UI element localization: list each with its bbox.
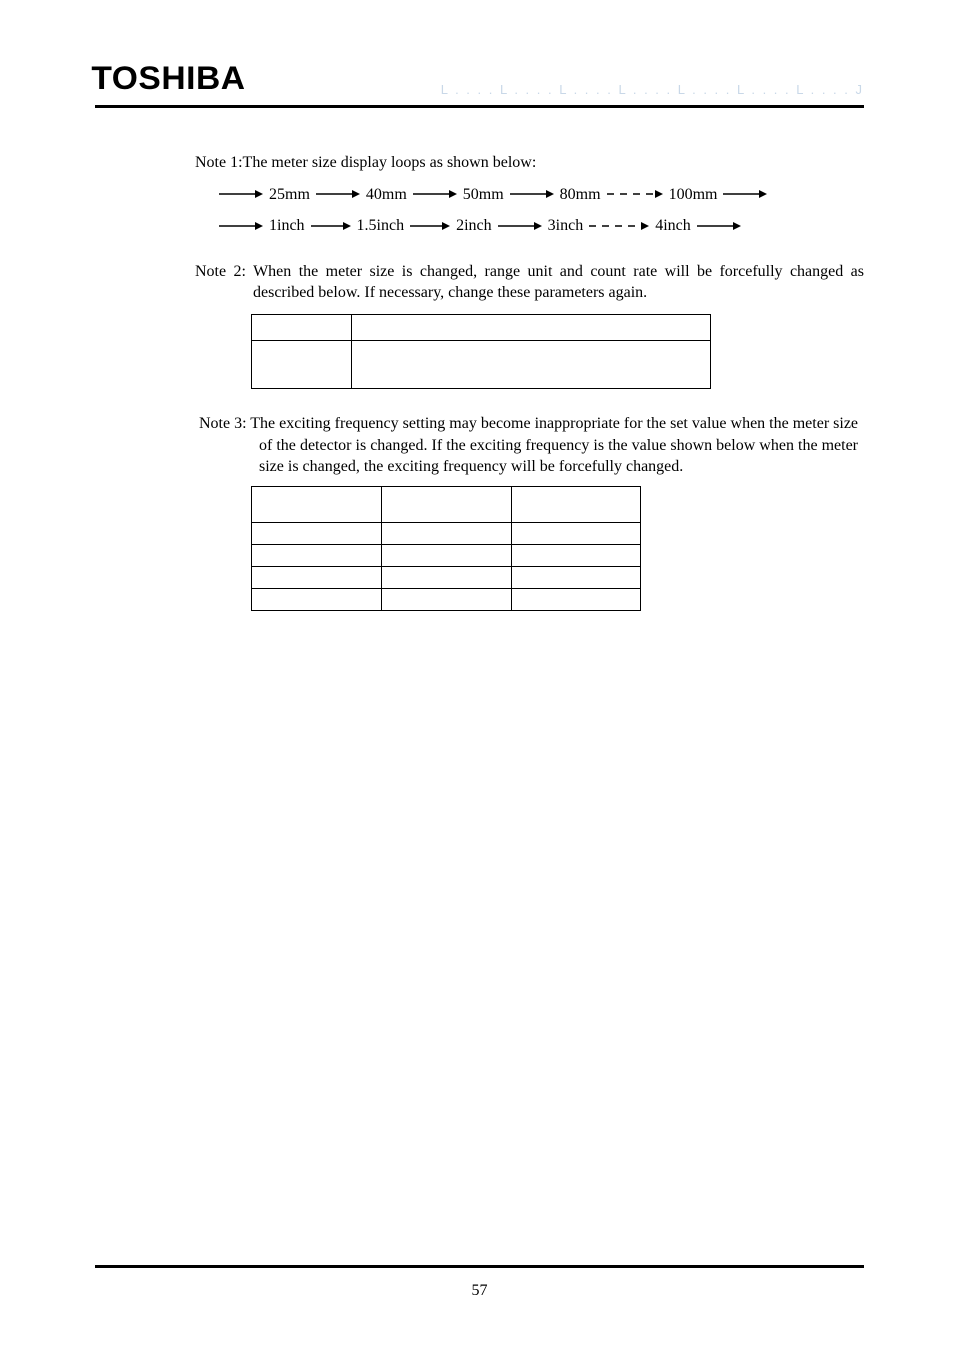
table-row <box>252 340 711 388</box>
arrow-solid-icon <box>697 219 741 233</box>
page-number: 57 <box>95 1282 864 1300</box>
loop-item: 1inch <box>269 215 305 237</box>
table-cell <box>382 588 512 610</box>
table-cell <box>512 588 641 610</box>
note-1-text: Note 1:The meter size display loops as s… <box>195 152 864 174</box>
table-cell <box>512 544 641 566</box>
table-cell <box>252 544 382 566</box>
footer-rule <box>95 1265 864 1268</box>
note-3-table <box>251 486 641 611</box>
loop-item: 40mm <box>366 184 407 206</box>
arrow-solid-icon <box>510 187 554 201</box>
loop-item: 50mm <box>463 184 504 206</box>
table-cell <box>512 566 641 588</box>
table-cell <box>252 486 382 522</box>
table-cell <box>512 486 641 522</box>
loop-item: 4inch <box>655 215 691 237</box>
brand-logo: TOSHIBA <box>91 60 245 97</box>
table-cell <box>352 340 711 388</box>
arrow-solid-icon <box>413 187 457 201</box>
arrow-solid-icon <box>311 219 351 233</box>
header-ghost-text: L . . . . L . . . . L . . . . L . . . . … <box>441 82 864 97</box>
table-cell <box>252 566 382 588</box>
table-row <box>252 522 641 544</box>
loop-row-mm: 25mm 40mm 50mm 80mm 100mm <box>219 184 864 206</box>
content-area: Note 1:The meter size display loops as s… <box>95 108 864 611</box>
arrow-solid-icon <box>410 219 450 233</box>
table-cell <box>512 522 641 544</box>
note-1: Note 1:The meter size display loops as s… <box>195 152 864 237</box>
table-cell <box>252 340 352 388</box>
note-2-table <box>251 314 711 389</box>
arrow-solid-icon <box>219 187 263 201</box>
note-3: Note 3: The exciting frequency setting m… <box>195 413 864 611</box>
page-root: TOSHIBA L . . . . L . . . . L . . . . L … <box>0 0 954 611</box>
loop-item: 2inch <box>456 215 492 237</box>
loop-item: 80mm <box>560 184 601 206</box>
table-cell <box>382 566 512 588</box>
table-cell <box>382 522 512 544</box>
arrow-solid-icon <box>723 187 767 201</box>
table-row <box>252 588 641 610</box>
note-2-text: Note 2: When the meter size is changed, … <box>195 261 864 304</box>
arrow-dashed-icon <box>607 187 663 201</box>
table-row <box>252 566 641 588</box>
table-cell <box>352 314 711 340</box>
table-cell <box>382 486 512 522</box>
arrow-solid-icon <box>219 219 263 233</box>
table-cell <box>252 588 382 610</box>
table-row <box>252 486 641 522</box>
loop-item: 1.5inch <box>357 215 405 237</box>
page-header: TOSHIBA L . . . . L . . . . L . . . . L … <box>95 60 864 103</box>
table-cell <box>252 314 352 340</box>
table-cell <box>382 544 512 566</box>
page-footer: 57 <box>95 1265 864 1300</box>
loop-item: 100mm <box>669 184 718 206</box>
arrow-solid-icon <box>316 187 360 201</box>
loop-row-inch: 1inch 1.5inch 2inch 3inch 4inch <box>219 215 864 237</box>
note-3-text: Note 3: The exciting frequency setting m… <box>199 413 858 478</box>
table-cell <box>252 522 382 544</box>
table-row <box>252 544 641 566</box>
table-row <box>252 314 711 340</box>
arrow-solid-icon <box>498 219 542 233</box>
loop-item: 25mm <box>269 184 310 206</box>
note-2: Note 2: When the meter size is changed, … <box>195 261 864 389</box>
loop-item: 3inch <box>548 215 584 237</box>
arrow-dashed-icon <box>589 219 649 233</box>
